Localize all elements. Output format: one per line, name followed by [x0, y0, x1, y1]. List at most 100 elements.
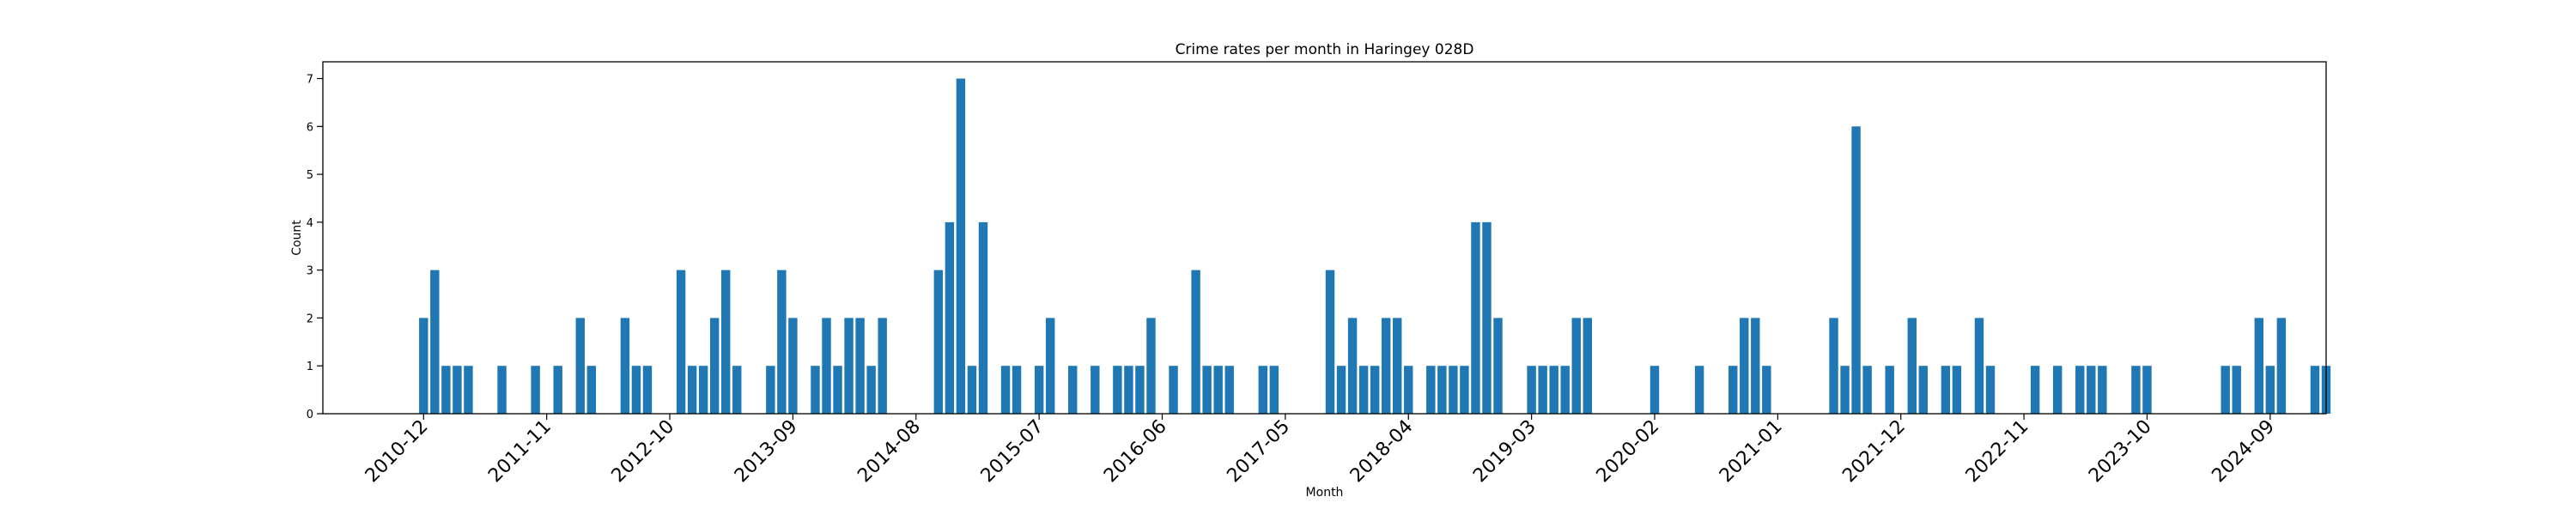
bar — [2098, 366, 2107, 414]
bar — [1336, 366, 1346, 414]
bar — [687, 366, 697, 414]
y-tick-label: 2 — [307, 312, 313, 325]
bar — [1740, 318, 1749, 414]
y-tick-label: 1 — [307, 360, 313, 373]
bar — [2276, 318, 2287, 414]
bar — [1169, 366, 1178, 414]
bar — [1381, 318, 1391, 414]
bar — [575, 318, 585, 414]
x-tick-label: 2013-09 — [731, 416, 802, 488]
x-tick-label: 2020-02 — [1593, 416, 1664, 488]
bar — [1974, 318, 1984, 414]
bar — [1762, 366, 1771, 414]
x-tick-label: 2015-07 — [977, 416, 1048, 488]
bar — [1191, 270, 1200, 414]
bar — [531, 366, 540, 414]
bar — [1649, 366, 1660, 414]
bar — [967, 366, 977, 414]
bar — [833, 366, 842, 414]
bar — [1449, 366, 1458, 414]
x-tick-label: 2016-06 — [1100, 416, 1171, 488]
bar — [1034, 366, 1044, 414]
x-tick-label: 2018-04 — [1346, 416, 1418, 488]
bar — [1113, 366, 1122, 414]
bar — [1347, 318, 1358, 414]
y-tick-label: 5 — [307, 169, 313, 182]
bar — [878, 318, 887, 414]
x-axis-label: Month — [1306, 486, 1344, 500]
bar — [1258, 366, 1268, 414]
bar — [709, 318, 720, 414]
bar — [766, 366, 775, 414]
bar — [1068, 366, 1078, 414]
bar — [1985, 366, 1996, 414]
bar — [956, 78, 966, 415]
bar — [1146, 318, 1156, 414]
bar — [430, 270, 440, 414]
bar — [1202, 366, 1212, 414]
bar — [1091, 366, 1100, 414]
x-tick-label: 2022-11 — [1962, 416, 2033, 488]
bar — [1941, 366, 1951, 414]
bar — [1751, 318, 1760, 414]
bar — [1045, 318, 1055, 414]
bar — [1370, 366, 1380, 414]
bar — [419, 318, 428, 414]
y-tick-label: 4 — [307, 217, 313, 230]
x-tick-label: 2017-05 — [1223, 416, 1294, 488]
bar — [1325, 270, 1335, 414]
bar — [1437, 366, 1447, 414]
bar — [1482, 221, 1492, 414]
bar — [1527, 366, 1536, 414]
bar — [2310, 366, 2320, 414]
y-tick-label: 6 — [307, 121, 313, 134]
bar — [777, 270, 787, 414]
bar — [1393, 318, 1402, 414]
bar — [811, 366, 820, 414]
bar — [1571, 318, 1581, 414]
bar — [788, 318, 798, 414]
bar — [1000, 366, 1011, 414]
bar — [1426, 366, 1436, 414]
bars-group — [419, 78, 2331, 415]
x-tick-label: 2021-12 — [1838, 416, 1910, 488]
bar — [1728, 366, 1738, 414]
bar — [978, 221, 988, 414]
bar — [1493, 318, 1503, 414]
bar — [586, 366, 597, 414]
y-tick-label: 7 — [307, 74, 313, 87]
y-tick-label: 0 — [307, 409, 313, 421]
plot-frame — [322, 61, 2327, 415]
y-tick-label: 3 — [307, 265, 313, 278]
bar — [464, 366, 473, 414]
y-axis-label: Count — [290, 220, 304, 256]
bar — [2075, 366, 2085, 414]
y-axis: 0 1 2 3 4 5 6 7 — [307, 74, 323, 421]
bar — [1549, 366, 1558, 414]
bar — [1124, 366, 1133, 414]
bar — [732, 366, 742, 414]
bar — [1224, 366, 1234, 414]
bar — [2030, 366, 2040, 414]
chart-title: Crime rates per month in Haringey 028D — [1176, 41, 1474, 58]
bar — [1135, 366, 1145, 414]
bar — [1460, 366, 1469, 414]
bar — [1952, 366, 1962, 414]
bar — [1918, 366, 1929, 414]
bar — [844, 318, 854, 414]
bar — [2265, 366, 2275, 414]
bar — [553, 366, 562, 414]
bar — [698, 366, 708, 414]
bar — [1404, 366, 1413, 414]
bar — [2131, 366, 2141, 414]
bar — [1213, 366, 1223, 414]
bar — [2232, 366, 2241, 414]
x-tick-label: 2012-10 — [608, 416, 679, 488]
x-tick-label: 2023-10 — [2085, 416, 2156, 488]
x-tick-label: 2021-01 — [1716, 416, 1787, 488]
x-tick-label: 2014-08 — [854, 416, 925, 488]
bar — [720, 270, 731, 414]
bar — [1840, 366, 1850, 414]
bar — [1560, 366, 1570, 414]
bar — [866, 366, 876, 414]
